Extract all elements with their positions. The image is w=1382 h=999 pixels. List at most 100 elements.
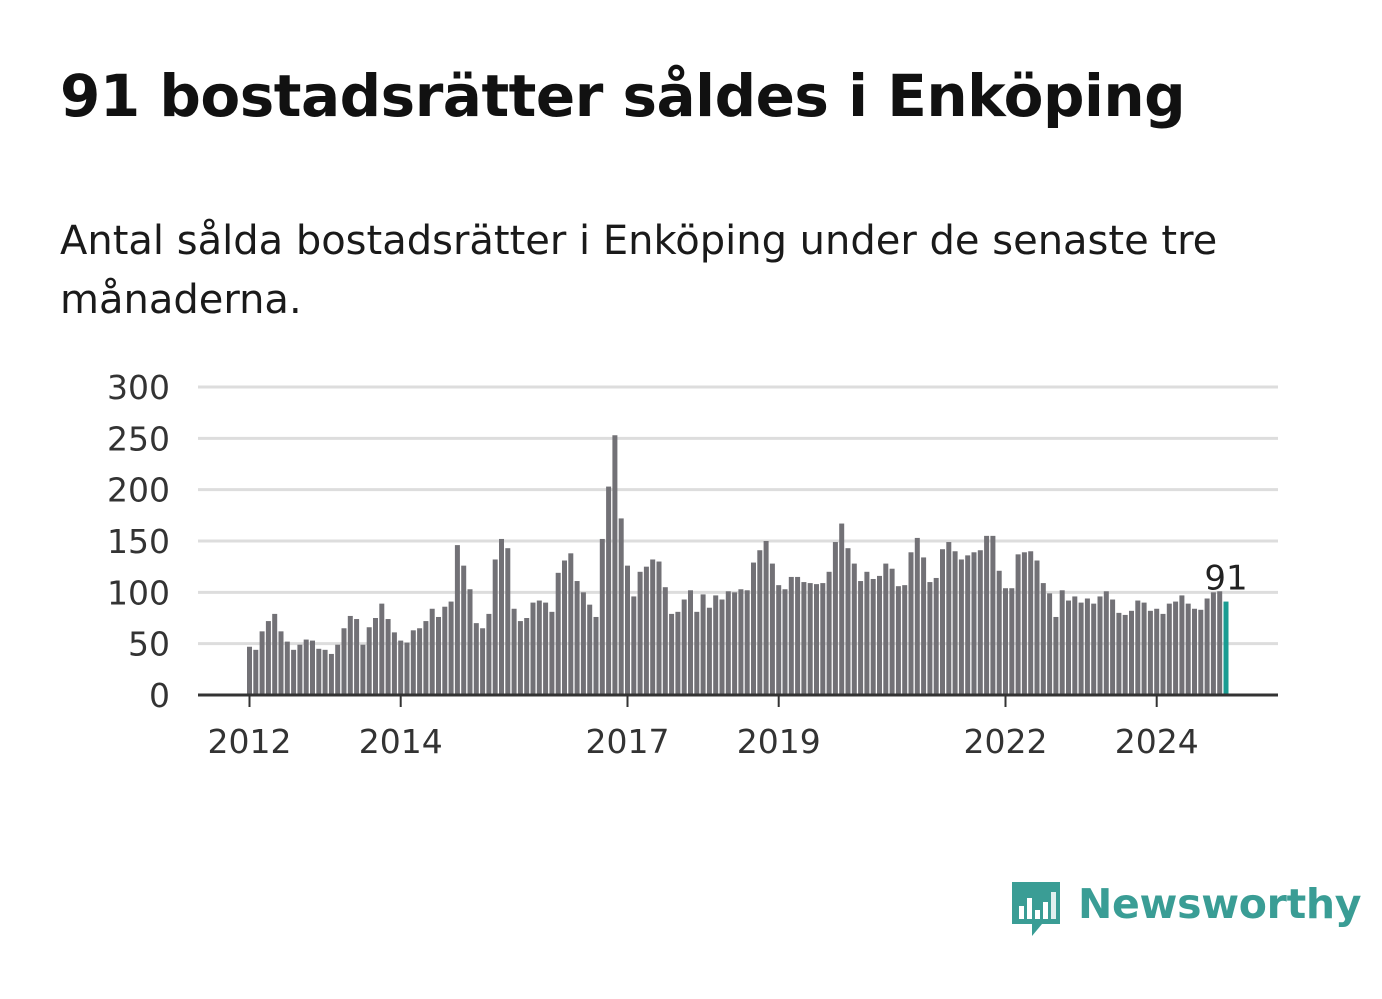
bar xyxy=(839,523,845,695)
bar xyxy=(801,582,807,695)
bar xyxy=(877,575,882,695)
bar xyxy=(845,548,851,695)
bar xyxy=(643,566,649,695)
bar xyxy=(1141,602,1147,695)
newsworthy-logo: Newsworthy xyxy=(1010,878,1361,942)
bar xyxy=(587,604,593,695)
bar xyxy=(1091,603,1097,695)
bar xyxy=(631,596,637,695)
bar-chart: 0 50 100 150 200 250 300 91 2012 2014 2017 2019 2022… xyxy=(107,368,1278,761)
bar xyxy=(530,602,536,695)
bar xyxy=(713,595,719,695)
y-tick-label: 200 xyxy=(107,471,170,510)
bar xyxy=(895,586,901,695)
bar xyxy=(650,559,656,695)
bar xyxy=(958,559,964,695)
bar xyxy=(1072,596,1078,695)
bar xyxy=(744,590,750,695)
bar xyxy=(927,582,933,695)
bar xyxy=(700,594,706,695)
bar xyxy=(858,581,864,695)
logo-wordmark: Newsworthy xyxy=(1078,880,1362,928)
bar xyxy=(1166,603,1172,695)
bar xyxy=(1198,609,1204,695)
y-tick-label: 100 xyxy=(107,573,170,612)
bar xyxy=(480,628,486,695)
bar xyxy=(486,613,492,695)
bar xyxy=(1173,601,1179,695)
bar xyxy=(442,606,448,695)
bar xyxy=(385,619,391,695)
bar xyxy=(656,561,662,695)
bar xyxy=(870,578,876,695)
axes: 0 50 100 150 200 250 300 91 2012 2014 2017 2019 2022… xyxy=(107,368,1278,761)
bar xyxy=(889,568,895,695)
bar xyxy=(952,551,958,695)
bar xyxy=(902,585,908,695)
bar xyxy=(360,644,366,695)
bar xyxy=(832,542,838,695)
bar xyxy=(448,601,454,695)
bar xyxy=(1204,598,1210,695)
bar xyxy=(1097,596,1103,695)
bar xyxy=(562,560,567,695)
bar xyxy=(1103,591,1109,695)
bar xyxy=(669,613,675,695)
bar xyxy=(946,542,952,695)
bar xyxy=(1179,595,1185,695)
bar xyxy=(536,600,542,695)
bar xyxy=(341,628,347,695)
bar xyxy=(1015,554,1021,695)
bar xyxy=(763,541,769,695)
bar xyxy=(1129,610,1134,695)
x-tick-label: 2012 xyxy=(208,722,292,761)
bar xyxy=(625,565,630,695)
bar xyxy=(637,571,643,695)
bar xyxy=(1053,616,1059,695)
bar xyxy=(1059,590,1065,695)
x-tick-label: 2014 xyxy=(359,722,443,761)
bar xyxy=(883,563,889,695)
bar xyxy=(499,538,504,695)
bar xyxy=(851,563,857,695)
bar xyxy=(265,621,271,695)
bar xyxy=(436,616,441,695)
bar xyxy=(864,571,870,695)
bar xyxy=(1116,612,1122,695)
bar xyxy=(1135,600,1141,695)
bar xyxy=(769,563,775,695)
bar xyxy=(398,640,404,695)
bar xyxy=(706,607,712,695)
bar xyxy=(820,583,826,695)
bar xyxy=(335,644,341,695)
bar xyxy=(316,648,322,695)
bar xyxy=(675,611,681,695)
x-tick-label: 2019 xyxy=(737,722,821,761)
bar xyxy=(612,435,618,695)
bar xyxy=(1021,552,1027,695)
bar xyxy=(366,627,372,695)
bar xyxy=(574,581,580,695)
bar xyxy=(908,552,914,695)
bar xyxy=(247,646,252,695)
bar xyxy=(549,611,555,695)
bar xyxy=(807,583,813,695)
chart-subtitle: Antal sålda bostadsrätter i Enköping und… xyxy=(60,218,1218,323)
bar xyxy=(259,631,265,695)
bar xyxy=(719,599,725,695)
latest-value-label: 91 xyxy=(1204,559,1247,599)
bar xyxy=(599,538,605,695)
bar-series xyxy=(247,435,1229,695)
bar xyxy=(681,599,687,695)
bar xyxy=(757,550,763,695)
bar xyxy=(473,623,479,695)
bar xyxy=(914,537,920,695)
bar xyxy=(555,572,561,695)
bar xyxy=(1078,602,1084,695)
bar xyxy=(423,621,429,695)
bar xyxy=(977,550,983,695)
bar xyxy=(354,619,360,695)
bar xyxy=(410,630,416,695)
bar xyxy=(618,518,624,695)
bar xyxy=(1084,598,1090,695)
